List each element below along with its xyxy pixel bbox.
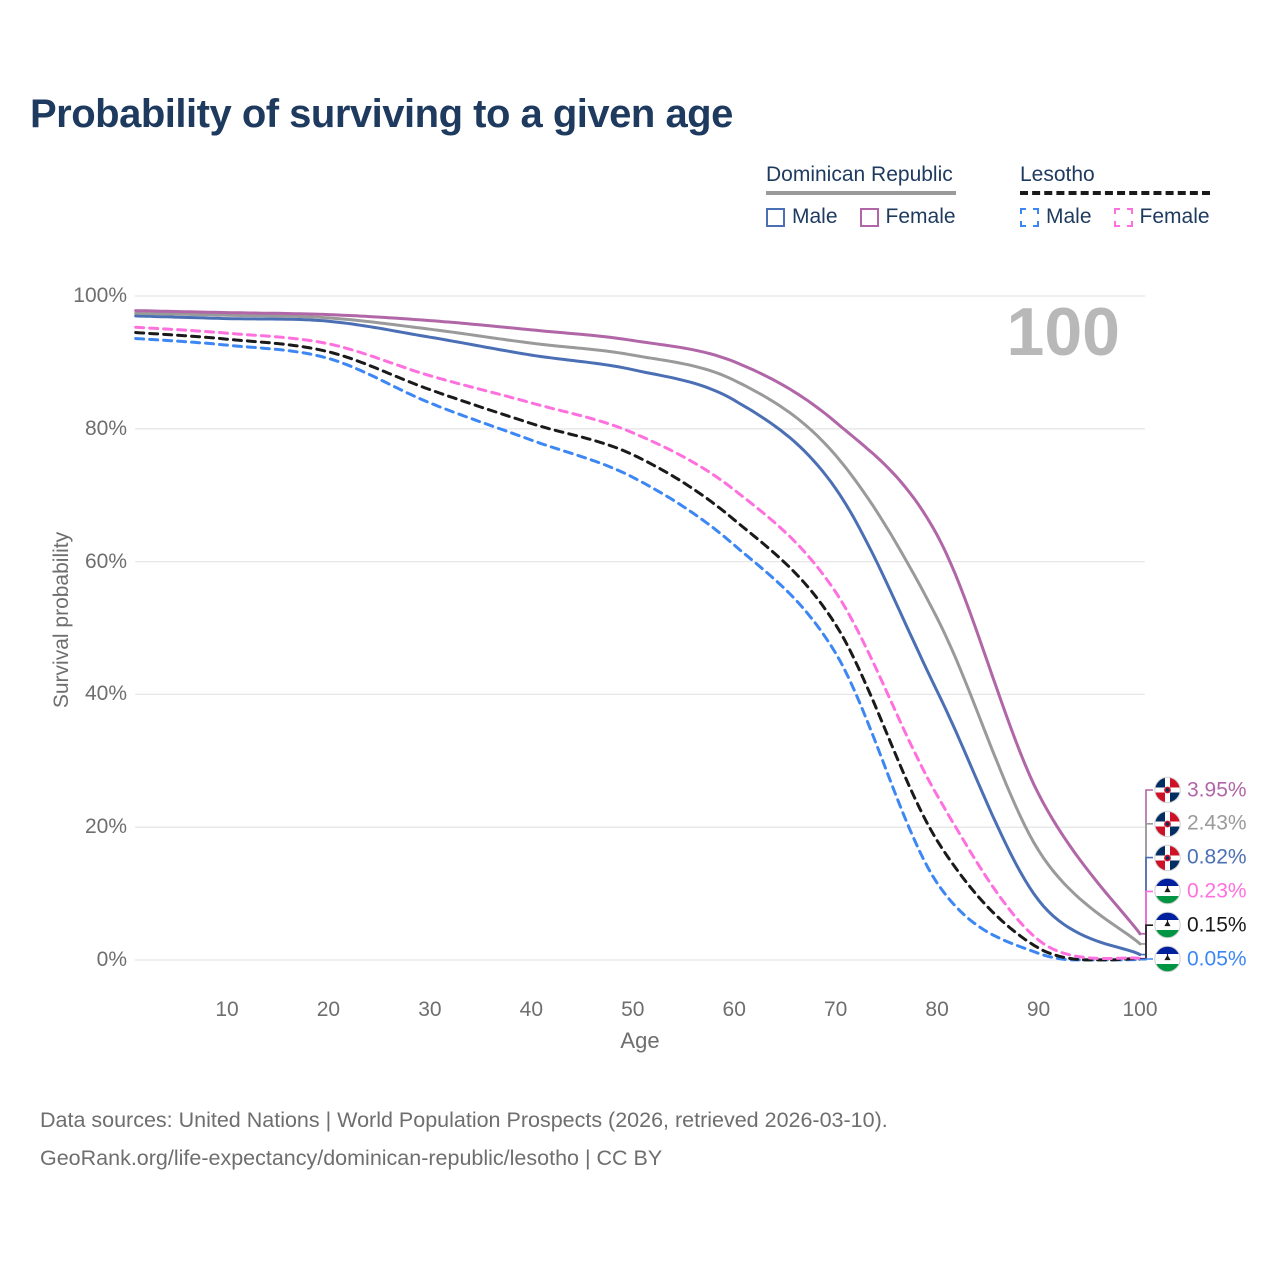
legend-group-title: Lesotho — [1020, 163, 1095, 186]
series-line-lesotho-female[interactable] — [134, 325, 1142, 960]
flag-icon-lesotho — [1154, 911, 1181, 939]
y-tick-label: 40% — [84, 682, 127, 706]
series-line-dominican-republic-both-sexes[interactable] — [134, 311, 1142, 946]
end-label-value: 3.95% — [1187, 778, 1247, 801]
x-tick-label: 30 — [418, 998, 442, 1021]
data-sources-note: Data sources: United Nations | World Pop… — [40, 1108, 888, 1132]
end-label-dominican-republic-both-sexes[interactable]: 2.43% — [1154, 810, 1247, 837]
y-tick-label: 20% — [84, 815, 127, 839]
end-label-lesotho-male[interactable]: 0.05% — [1154, 945, 1247, 973]
legend-group-lesotho: Lesotho Male Female — [1020, 163, 1210, 229]
flag-icon-dominican-republic — [1154, 810, 1181, 837]
legend-item-label: Male — [792, 205, 838, 228]
legend-swatch-solid — [859, 207, 879, 227]
y-tick-label: 100% — [73, 284, 127, 307]
x-tick-label: 80 — [925, 998, 949, 1021]
legend-item-label: Female — [885, 205, 956, 228]
legend-underline-solid — [766, 191, 956, 195]
legend-group-dominican-republic: Dominican Republic Male Female — [766, 163, 956, 229]
series-line-dominican-republic-male[interactable] — [134, 314, 1142, 957]
legend-item-label: Male — [1046, 205, 1092, 228]
x-tick-label: 100 — [1122, 998, 1158, 1021]
y-tick-label: 80% — [84, 416, 127, 440]
legend-item-label: Female — [1139, 205, 1210, 228]
end-label-lesotho-female[interactable]: 0.23% — [1154, 878, 1247, 905]
hover-age-indicator: 100 — [1006, 294, 1120, 370]
legend-item-dominican-republic-female[interactable]: Female — [859, 205, 956, 229]
x-tick-label: 50 — [621, 998, 645, 1021]
legend-swatch-dashed — [1020, 207, 1039, 227]
end-label-lesotho-both-sexes[interactable]: 0.15% — [1154, 911, 1247, 939]
end-label-value: 0.82% — [1187, 845, 1247, 869]
end-label-value: 0.15% — [1187, 913, 1247, 937]
end-label-dominican-republic-female[interactable]: 3.95% — [1154, 776, 1247, 804]
end-label-dominican-republic-male[interactable]: 0.82% — [1154, 844, 1247, 871]
x-tick-label: 90 — [1026, 998, 1051, 1021]
page-title: Probability of surviving to a given age — [30, 92, 733, 136]
series-line-lesotho-both-sexes[interactable] — [134, 331, 1142, 962]
end-label-value: 2.43% — [1187, 811, 1247, 835]
end-label-connector — [1140, 958, 1153, 961]
legend-swatch-solid — [766, 207, 785, 227]
series-line-dominican-republic-female[interactable] — [134, 309, 1142, 936]
x-tick-label: 70 — [823, 998, 848, 1021]
legend-item-lesotho-female[interactable]: Female — [1113, 205, 1210, 229]
legend-item-lesotho-male[interactable]: Male — [1020, 205, 1092, 229]
legend-item-dominican-republic-male[interactable]: Male — [766, 205, 838, 229]
flag-icon-dominican-republic — [1154, 844, 1181, 871]
flag-icon-dominican-republic — [1154, 776, 1181, 804]
y-axis-title: Survival probability — [50, 531, 73, 709]
x-tick-label: 60 — [722, 998, 746, 1021]
end-label-value: 0.05% — [1187, 947, 1247, 970]
source-url-note: GeoRank.org/life-expectancy/dominican-re… — [40, 1146, 663, 1170]
y-tick-label: 0% — [96, 948, 127, 971]
legend-underline-dashed — [1020, 191, 1210, 195]
x-tick-label: 10 — [215, 998, 239, 1021]
y-tick-label: 60% — [84, 549, 127, 573]
x-axis-title: Age — [620, 1028, 660, 1053]
x-tick-label: 20 — [316, 998, 341, 1021]
legend-group-title: Dominican Republic — [766, 163, 953, 186]
legend-swatch-dashed — [1113, 207, 1133, 227]
flag-icon-lesotho — [1154, 878, 1181, 905]
flag-icon-lesotho — [1154, 945, 1181, 973]
series-line-lesotho-male[interactable] — [134, 337, 1142, 962]
x-tick-label: 40 — [519, 998, 544, 1021]
end-label-value: 0.23% — [1187, 879, 1247, 903]
